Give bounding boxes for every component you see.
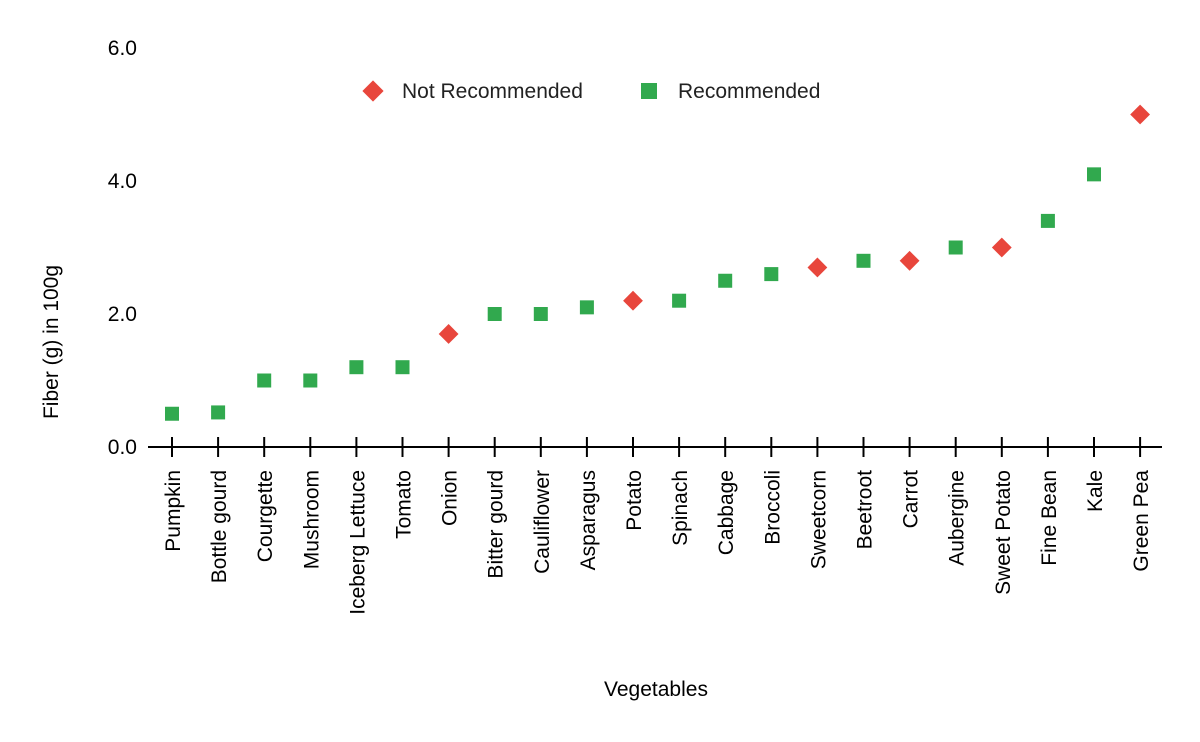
y-axis-title: Fiber (g) in 100g [40,265,63,419]
x-tick-label-beetroot: Beetroot [854,470,877,550]
data-point-asparagus [579,300,594,315]
legend: Not Recommended Recommended [362,80,820,103]
x-tick-label-bottle-gourd: Bottle gourd [208,470,231,583]
x-tick-label-sweetcorn: Sweetcorn [807,470,830,569]
x-tick-label-aubergine: Aubergine [946,470,969,566]
y-axis: 0.0 2.0 4.0 6.0 [108,37,137,459]
x-tick-label-asparagus: Asparagus [577,470,600,570]
x-tick-label-fine-bean: Fine Bean [1038,470,1061,566]
data-point-sweetcorn [807,257,828,278]
data-point-cauliflower [533,307,548,321]
data-point-kale [1087,167,1101,182]
data-point-green-pea [1130,104,1150,125]
data-point-pumpkin [165,406,179,421]
x-tick-label-cabbage: Cabbage [715,470,738,555]
y-tick-label: 0.0 [108,436,137,459]
data-point-cabbage [718,273,733,288]
x-tick-label-pumpkin: Pumpkin [162,470,185,552]
x-tick-label-kale: Kale [1084,470,1107,512]
data-point-fine-bean [1040,213,1055,228]
x-tick-label-onion: Onion [439,470,462,526]
x-tick-label-iceberg-lettuce: Iceberg Lettuce [346,470,369,615]
x-axis: Pumpkin Bottle gourd Courgette Mushroom Iceb… [148,437,1162,615]
legend-label-not-recommended: Not Recommended [402,80,583,103]
legend-marker-not-recommended-diamond [362,80,384,102]
x-axis-title: Vegetables [604,678,708,701]
data-points [165,104,1150,421]
data-point-spinach [672,293,687,308]
data-point-courgette [257,373,272,388]
x-tick-label-bitter-gourd: Bitter gourd [485,470,508,579]
x-tick-label-potato: Potato [623,470,646,531]
legend-item-recommended: Recommended [641,80,820,103]
y-tick-label: 4.0 [108,170,137,193]
legend-item-not-recommended: Not Recommended [362,80,583,103]
x-tick-label-spinach: Spinach [669,470,692,546]
data-point-carrot [899,250,920,271]
data-point-potato [623,290,643,311]
legend-label-recommended: Recommended [678,80,820,103]
data-point-beetroot [856,253,871,268]
data-point-onion [438,324,459,344]
x-tick-label-broccoli: Broccoli [761,470,784,545]
data-point-bottle-gourd [211,405,226,420]
data-point-tomato [395,360,410,375]
data-point-iceberg-lettuce [349,360,364,375]
x-tick-label-sweet-potato: Sweet Potato [992,470,1015,595]
legend-marker-recommended-square [641,83,657,99]
data-point-aubergine [948,240,963,255]
x-tick-label-tomato: Tomato [393,470,416,539]
x-tick-label-green-pea: Green Pea [1130,470,1153,572]
y-tick-label: 6.0 [108,37,137,60]
x-tick-label-mushroom: Mushroom [300,470,323,569]
x-tick-label-courgette: Courgette [254,470,277,562]
data-point-bitter-gourd [487,307,502,321]
data-point-broccoli [764,267,779,282]
data-point-mushroom [303,373,318,388]
data-point-sweet-potato [991,237,1012,258]
x-tick-label-carrot: Carrot [900,470,923,529]
x-tick-label-cauliflower: Cauliflower [531,470,554,574]
y-tick-label: 2.0 [108,303,137,326]
